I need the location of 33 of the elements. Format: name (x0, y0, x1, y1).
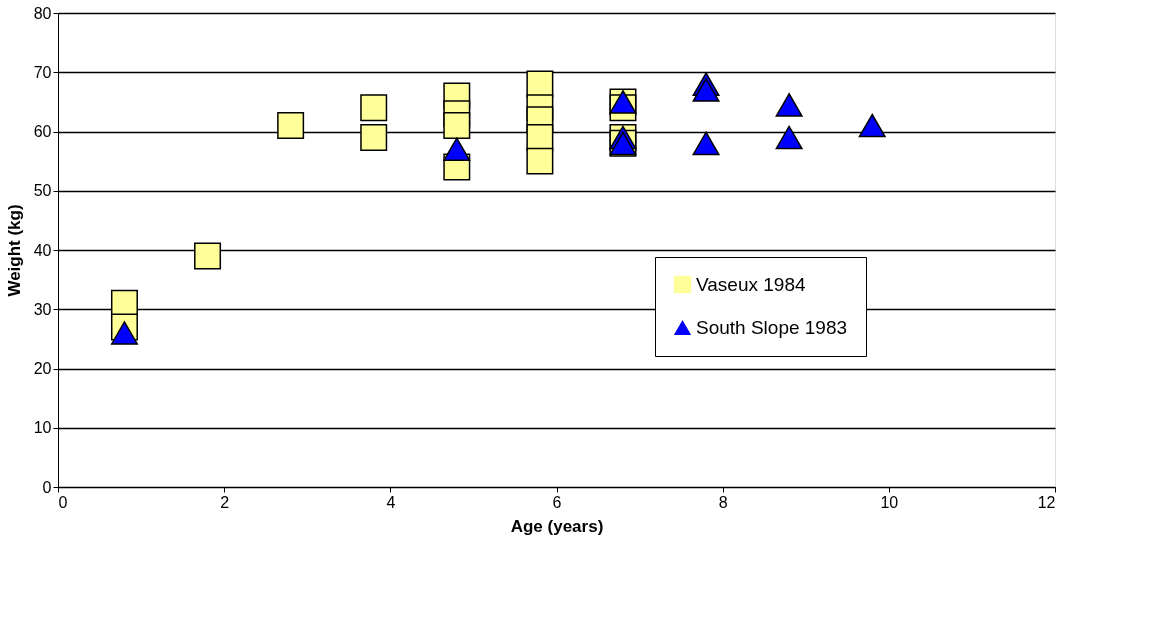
x-tick-label: 12 (1037, 493, 1056, 511)
y-tick-label: 10 (33, 419, 52, 437)
point (858, 113, 886, 138)
point (692, 78, 720, 102)
point (443, 112, 471, 140)
x-tick-label: 2 (220, 493, 230, 511)
y-tick-label: 80 (33, 4, 52, 22)
x-axis-title: Age (years) (510, 516, 604, 536)
point (443, 137, 471, 162)
point (775, 125, 803, 150)
y-tick-label: 60 (33, 123, 52, 140)
point (526, 147, 554, 175)
point (360, 94, 388, 122)
point (692, 131, 720, 156)
x-tick-label: 0 (58, 493, 68, 511)
point (775, 93, 803, 117)
y-tick-label: 0 (42, 478, 52, 496)
x-tick-label: 8 (718, 493, 728, 511)
point (194, 242, 222, 270)
y-tick-label: 40 (33, 241, 52, 259)
y-axis-title: Weight (kg) (4, 204, 24, 297)
legend-label: Vaseux 1984 (696, 273, 806, 295)
point (360, 123, 388, 151)
x-tick-label: 6 (552, 493, 562, 511)
x-tick-label: 4 (386, 493, 396, 511)
y-tick-label: 20 (33, 360, 52, 377)
y-tick-label: 70 (33, 63, 52, 81)
legend-label: South Slope 1983 (696, 316, 848, 338)
point (110, 321, 138, 345)
x-tick-label: 10 (880, 493, 899, 511)
y-tick-label: 30 (33, 300, 52, 318)
point (277, 112, 305, 140)
y-tick-label: 50 (33, 182, 52, 200)
